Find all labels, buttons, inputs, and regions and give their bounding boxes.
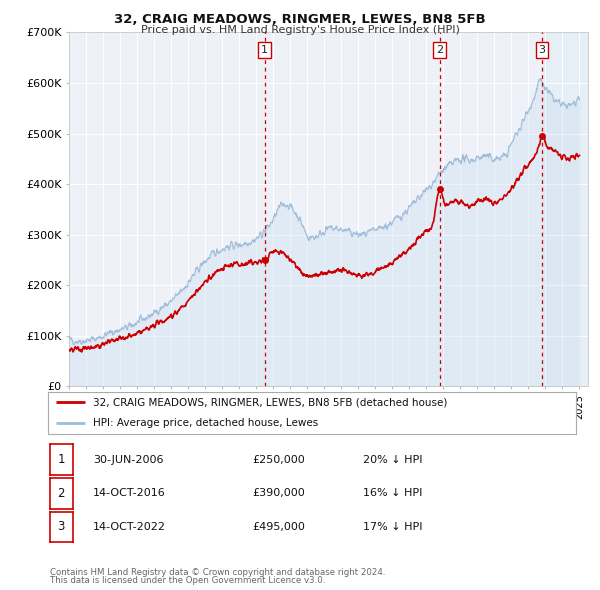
Text: Price paid vs. HM Land Registry's House Price Index (HPI): Price paid vs. HM Land Registry's House … — [140, 25, 460, 35]
Text: 32, CRAIG MEADOWS, RINGMER, LEWES, BN8 5FB: 32, CRAIG MEADOWS, RINGMER, LEWES, BN8 5… — [114, 13, 486, 26]
Text: 14-OCT-2016: 14-OCT-2016 — [93, 489, 166, 498]
Bar — [542, 32, 588, 386]
Text: 16% ↓ HPI: 16% ↓ HPI — [363, 489, 422, 498]
Text: 2: 2 — [436, 45, 443, 55]
Text: This data is licensed under the Open Government Licence v3.0.: This data is licensed under the Open Gov… — [50, 576, 325, 585]
Text: 1: 1 — [261, 45, 268, 55]
Text: 2: 2 — [58, 487, 65, 500]
Text: £250,000: £250,000 — [252, 455, 305, 464]
Text: £495,000: £495,000 — [252, 522, 305, 532]
Text: 3: 3 — [58, 520, 65, 533]
Text: 14-OCT-2022: 14-OCT-2022 — [93, 522, 166, 532]
Text: 3: 3 — [538, 45, 545, 55]
Text: 20% ↓ HPI: 20% ↓ HPI — [363, 455, 422, 464]
Text: HPI: Average price, detached house, Lewes: HPI: Average price, detached house, Lewe… — [93, 418, 318, 428]
Text: £390,000: £390,000 — [252, 489, 305, 498]
Text: 30-JUN-2006: 30-JUN-2006 — [93, 455, 163, 464]
Text: 17% ↓ HPI: 17% ↓ HPI — [363, 522, 422, 532]
Text: 32, CRAIG MEADOWS, RINGMER, LEWES, BN8 5FB (detached house): 32, CRAIG MEADOWS, RINGMER, LEWES, BN8 5… — [93, 397, 447, 407]
Text: Contains HM Land Registry data © Crown copyright and database right 2024.: Contains HM Land Registry data © Crown c… — [50, 568, 385, 577]
Text: 1: 1 — [58, 453, 65, 466]
